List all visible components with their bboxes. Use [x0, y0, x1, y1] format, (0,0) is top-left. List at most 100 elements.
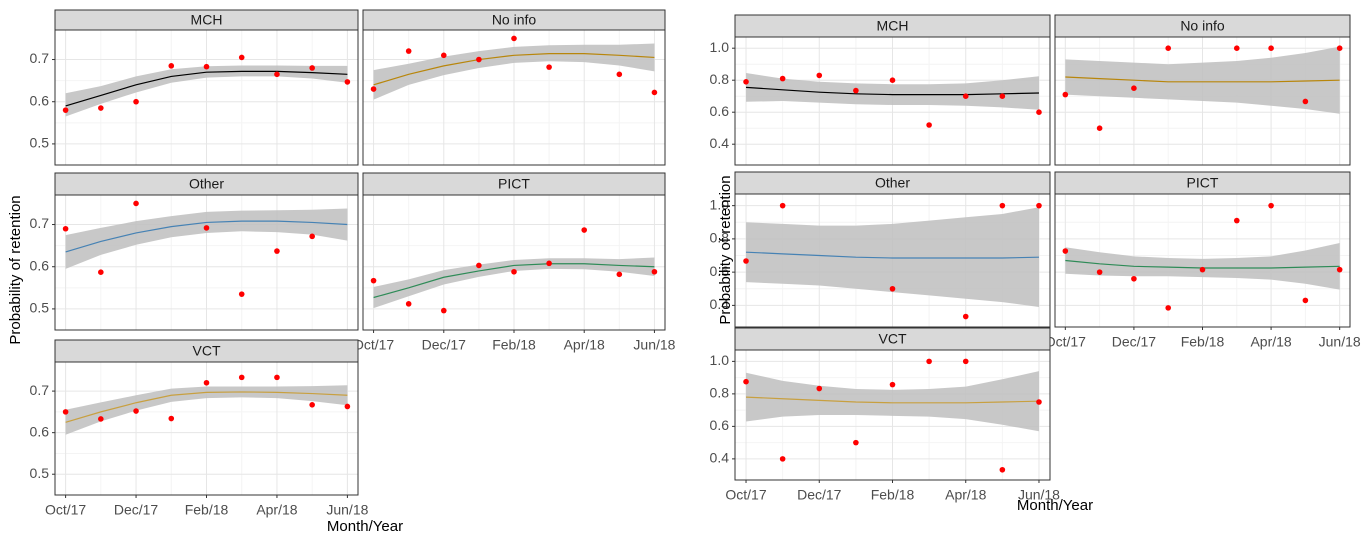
x-tick-label: Apr/18 — [945, 487, 986, 503]
data-point — [616, 71, 623, 78]
fit-line — [745, 86, 1039, 96]
data-point — [133, 98, 139, 105]
x-tick-label: Apr/18 — [256, 502, 297, 518]
y-tick-label: 0.6 — [710, 263, 730, 279]
fit-line — [373, 263, 655, 299]
strip-title: PICT — [1187, 175, 1219, 191]
strip-title: No info — [1180, 18, 1225, 34]
data-point — [344, 403, 351, 410]
strip — [734, 14, 1051, 38]
strip — [54, 9, 359, 31]
data-point — [1131, 275, 1137, 282]
data-point — [344, 79, 351, 85]
data-point — [274, 248, 280, 254]
y-tick-label: 0.6 — [710, 103, 730, 119]
data-point — [405, 301, 412, 307]
y-tick-label: 0.5 — [30, 135, 50, 151]
confidence-band — [1065, 243, 1340, 290]
confidence-band — [373, 257, 655, 309]
data-point — [1036, 202, 1042, 209]
data-point — [370, 86, 377, 92]
strip — [362, 172, 666, 196]
strip-title: VCT — [193, 343, 221, 359]
strip — [362, 9, 666, 31]
data-point — [1233, 217, 1240, 224]
data-point — [203, 225, 210, 231]
data-point — [889, 285, 896, 292]
strip — [1054, 171, 1351, 195]
data-point — [1165, 305, 1172, 311]
data-point — [926, 358, 932, 365]
x-tick-label: Oct/17 — [45, 502, 86, 518]
data-point — [816, 72, 823, 79]
data-point — [440, 307, 447, 314]
data-point — [1302, 297, 1309, 304]
confidence-band — [746, 73, 1039, 110]
data-point — [168, 63, 175, 69]
strip — [54, 339, 359, 363]
data-point — [1096, 269, 1103, 275]
data-point — [133, 200, 139, 207]
y-tick-label: 0.8 — [710, 71, 730, 87]
data-point — [816, 385, 823, 392]
y-tick-label: 0.4 — [710, 135, 730, 151]
x-tick-label: Jun/18 — [1018, 487, 1060, 503]
data-point — [238, 54, 245, 61]
confidence-band — [1065, 46, 1340, 114]
strip-title: No info — [492, 12, 537, 28]
data-point — [203, 63, 210, 70]
data-point — [440, 52, 447, 59]
data-point — [511, 268, 517, 275]
data-point — [1062, 91, 1069, 98]
y-tick-label: 0.4 — [710, 296, 730, 312]
x-tick-label: Apr/18 — [1250, 334, 1291, 350]
x-tick-label: Oct/17 — [353, 337, 394, 353]
data-point — [1036, 399, 1042, 405]
data-point — [168, 415, 175, 422]
x-axis-title: Month/Year — [327, 518, 403, 535]
x-tick-label: Feb/18 — [185, 502, 229, 518]
data-point — [926, 122, 932, 128]
confidence-band — [746, 207, 1039, 308]
data-point — [62, 225, 69, 232]
y-tick-label: 1.0 — [710, 352, 730, 368]
data-point — [962, 358, 969, 365]
data-point — [962, 93, 969, 99]
data-point — [1268, 202, 1274, 209]
data-point — [999, 466, 1006, 473]
data-point — [238, 374, 245, 381]
data-point — [203, 379, 210, 386]
x-tick-label: Feb/18 — [1181, 334, 1225, 350]
data-point — [476, 56, 482, 63]
x-axis-title: Month/Year — [1017, 497, 1093, 514]
strip-title: VCT — [879, 331, 907, 347]
strip-title: MCH — [191, 12, 223, 28]
fit-line — [745, 396, 1039, 404]
data-point — [98, 105, 104, 111]
data-point — [274, 71, 280, 78]
y-tick-label: 1.0 — [710, 196, 730, 212]
data-point — [62, 107, 69, 113]
data-point — [779, 75, 786, 82]
y-tick-label: 0.6 — [30, 423, 50, 439]
data-point — [1233, 45, 1240, 51]
data-point — [743, 378, 749, 385]
data-point — [98, 416, 104, 422]
y-tick-label: 0.8 — [710, 385, 730, 401]
x-tick-label: Jun/18 — [326, 502, 368, 518]
y-tick-label: 0.5 — [30, 300, 50, 316]
y-tick-label: 0.7 — [30, 215, 50, 231]
data-point — [1062, 248, 1069, 254]
data-point — [1199, 266, 1206, 273]
data-point — [309, 402, 315, 408]
x-tick-label: Jun/18 — [1319, 334, 1361, 350]
x-tick-label: Dec/17 — [114, 502, 159, 518]
data-point — [476, 262, 482, 269]
data-point — [1131, 85, 1137, 91]
x-tick-label: Feb/18 — [871, 487, 915, 503]
strip — [734, 327, 1051, 351]
data-point — [309, 233, 315, 240]
data-point — [999, 93, 1006, 99]
x-tick-label: Oct/17 — [1045, 334, 1086, 350]
data-point — [889, 381, 896, 388]
